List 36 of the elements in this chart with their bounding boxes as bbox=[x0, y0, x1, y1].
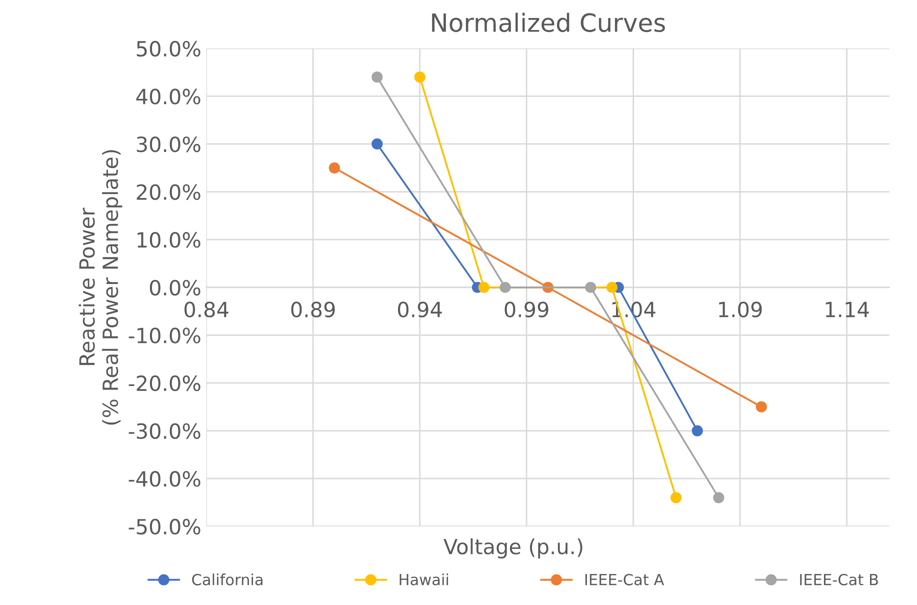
y-tick-label: -40.0% bbox=[128, 471, 200, 487]
y-tick-label: 30.0% bbox=[136, 136, 200, 152]
point bbox=[372, 72, 383, 83]
chart-title: Normalized Curves bbox=[432, 12, 665, 32]
y-tick-label: 50.0% bbox=[136, 40, 200, 57]
point bbox=[670, 492, 682, 504]
x-tick-label: 0.99 bbox=[504, 302, 548, 318]
legend-label: IEEE-Cat B bbox=[800, 574, 878, 586]
y-tick-label: 20.0% bbox=[136, 184, 200, 200]
y-axis-title: Reactive Power (% Real Power Nameplate) bbox=[78, 150, 122, 425]
x-tick-label: 1.09 bbox=[719, 302, 762, 318]
x-tick-label: 0.94 bbox=[398, 302, 442, 318]
point bbox=[328, 162, 340, 174]
point bbox=[606, 282, 618, 293]
y-tick-label: 40.0% bbox=[136, 88, 200, 104]
y-tick-label: 10.0% bbox=[138, 232, 200, 248]
point bbox=[372, 138, 383, 150]
point bbox=[585, 282, 596, 293]
y-tick-label: 0.0% bbox=[150, 280, 200, 296]
legend-label: Hawaii bbox=[400, 574, 448, 586]
x-axis-title: Voltage (p.u.) bbox=[444, 538, 582, 558]
point bbox=[478, 282, 490, 293]
point bbox=[756, 401, 767, 412]
y-tick-label: -10.0% bbox=[128, 328, 200, 344]
point bbox=[713, 492, 724, 504]
y-tick-label: -20.0% bbox=[128, 375, 200, 392]
y-tick-label: -30.0% bbox=[128, 423, 200, 439]
legend-label: California bbox=[192, 574, 262, 586]
point bbox=[500, 282, 511, 293]
y-tick-label: -50.0% bbox=[128, 518, 200, 535]
x-tick-label: 0.89 bbox=[291, 302, 335, 318]
point bbox=[414, 72, 426, 83]
legend-label: IEEE-Cat A bbox=[585, 574, 664, 586]
x-tick-label: 1.14 bbox=[826, 302, 869, 318]
point bbox=[692, 425, 703, 436]
x-tick-label: 0.84 bbox=[184, 302, 228, 318]
